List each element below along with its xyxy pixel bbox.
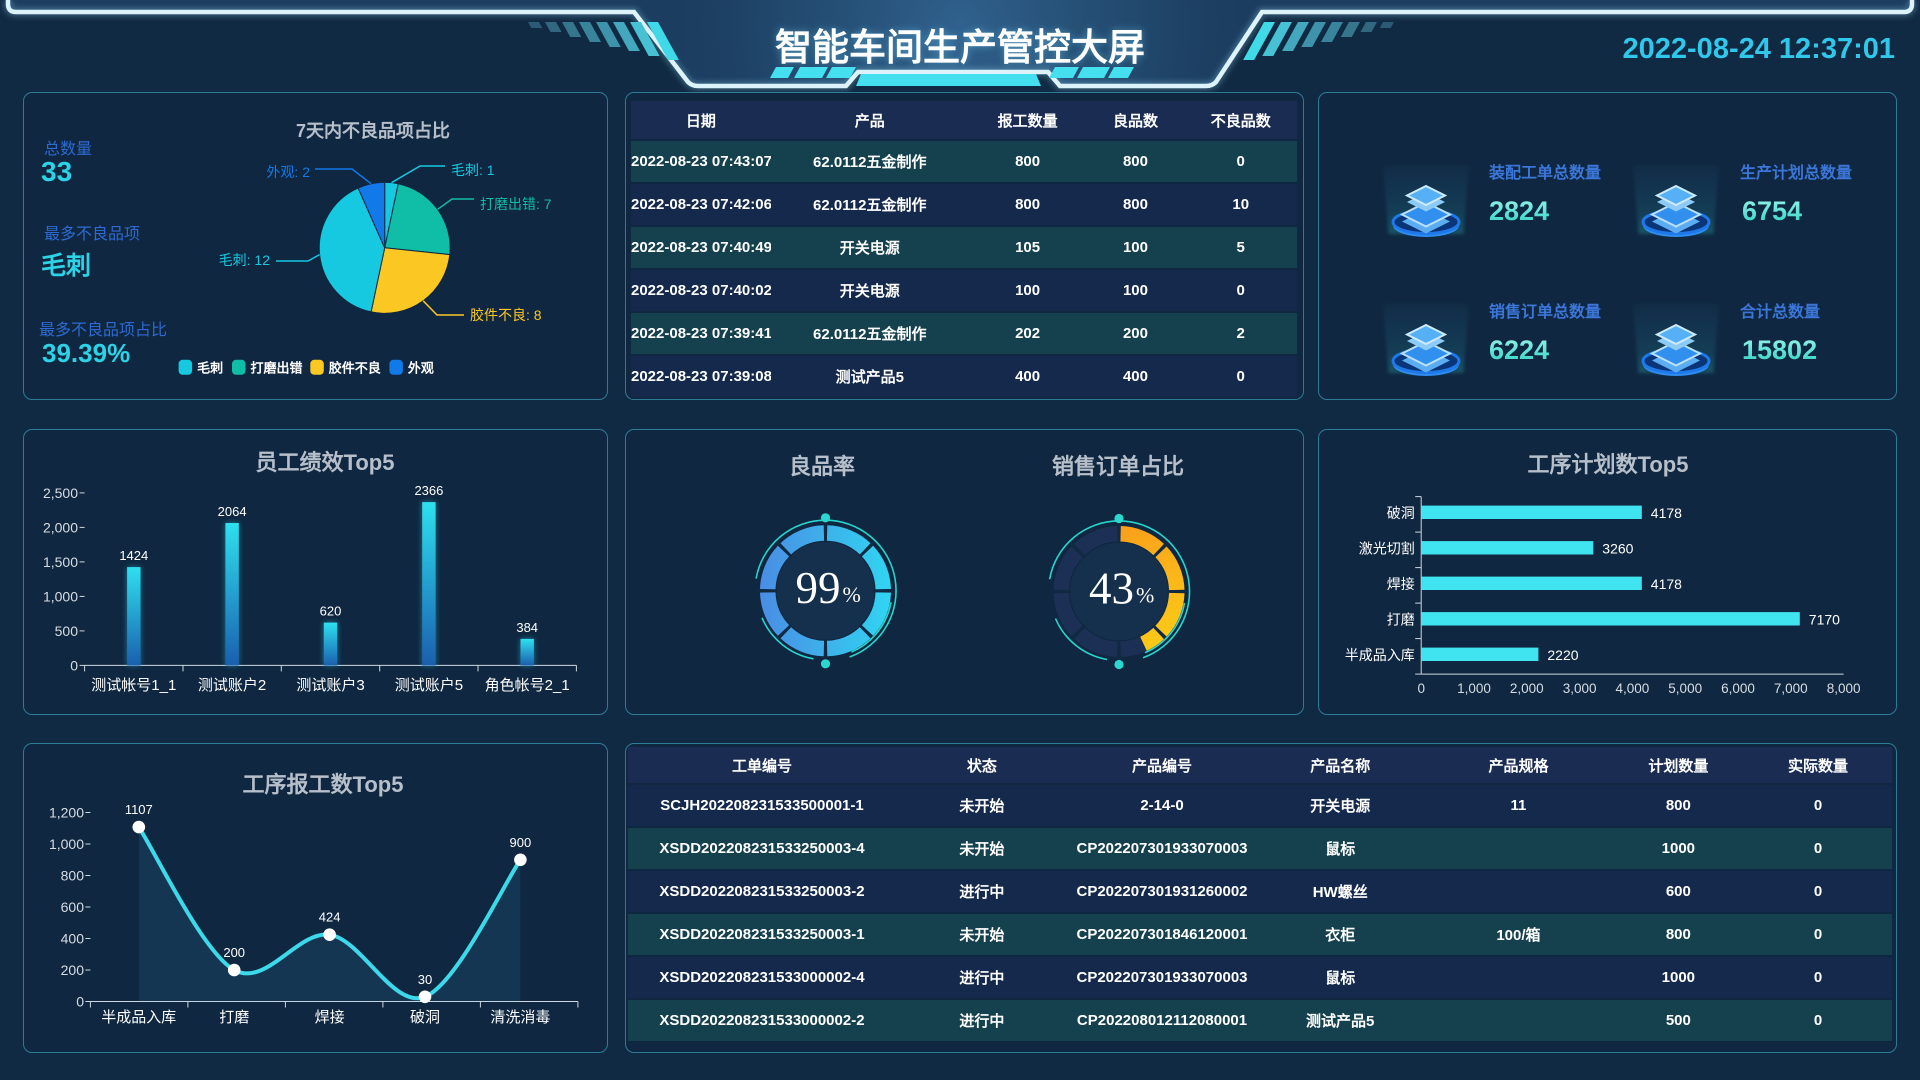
svg-text:装配工单总数量: 装配工单总数量 — [1488, 163, 1601, 182]
svg-text:4178: 4178 — [1651, 505, 1682, 521]
svg-text:半成品入库: 半成品入库 — [101, 1009, 176, 1026]
svg-text:测试账户3: 测试账户3 — [296, 677, 364, 694]
svg-text:外观: 外观 — [407, 361, 434, 376]
svg-text:500: 500 — [55, 623, 79, 639]
svg-text:打磨出错: 打磨出错 — [251, 361, 303, 376]
svg-text:打磨: 打磨 — [1387, 611, 1415, 627]
svg-text:胶件不良: 8: 胶件不良: 8 — [470, 307, 542, 323]
svg-text:清洗消毒: 清洗消毒 — [490, 1009, 550, 1026]
svg-text:3,000: 3,000 — [1563, 681, 1597, 696]
svg-text:2,000: 2,000 — [43, 519, 78, 535]
svg-text:30: 30 — [418, 972, 432, 987]
svg-text:破洞: 破洞 — [1387, 505, 1415, 521]
svg-text:毛刺: 1: 毛刺: 1 — [451, 162, 495, 178]
svg-text:测试帐号1_1: 测试帐号1_1 — [91, 677, 176, 694]
svg-text:1,000: 1,000 — [1457, 681, 1491, 696]
svg-text:6754: 6754 — [1742, 196, 1802, 226]
svg-text:0: 0 — [70, 657, 78, 673]
svg-text:15802: 15802 — [1742, 335, 1817, 365]
svg-text:胶件不良: 胶件不良 — [329, 361, 381, 376]
svg-text:200: 200 — [223, 945, 245, 960]
svg-text:销售订单总数量: 销售订单总数量 — [1489, 302, 1601, 321]
svg-text:200: 200 — [61, 962, 85, 978]
svg-text:测试账户5: 测试账户5 — [395, 677, 463, 694]
svg-text:600: 600 — [61, 899, 85, 915]
svg-text:2064: 2064 — [218, 504, 247, 519]
svg-text:900: 900 — [510, 835, 532, 850]
svg-text:1,000: 1,000 — [43, 588, 78, 604]
svg-text:99: 99 — [796, 563, 841, 613]
svg-text:焊接: 焊接 — [315, 1009, 345, 1026]
svg-text:合计总数量: 合计总数量 — [1740, 302, 1820, 321]
svg-text:4,000: 4,000 — [1616, 681, 1650, 696]
svg-text:6,000: 6,000 — [1721, 681, 1755, 696]
svg-text:半成品入库: 半成品入库 — [1345, 647, 1415, 663]
svg-text:1424: 1424 — [119, 548, 148, 563]
svg-text:7,000: 7,000 — [1774, 681, 1808, 696]
svg-text:%: % — [1136, 583, 1154, 608]
svg-text:3260: 3260 — [1602, 540, 1633, 556]
svg-text:2824: 2824 — [1489, 196, 1549, 226]
svg-text:424: 424 — [319, 910, 341, 925]
svg-text:生产计划总数量: 生产计划总数量 — [1740, 163, 1852, 182]
svg-text:测试账户2: 测试账户2 — [198, 677, 266, 694]
svg-text:8,000: 8,000 — [1827, 681, 1861, 696]
svg-text:打磨出错: 7: 打磨出错: 7 — [480, 196, 552, 212]
svg-text:0: 0 — [76, 994, 84, 1010]
svg-text:6224: 6224 — [1489, 335, 1549, 365]
svg-text:焊接: 焊接 — [1387, 576, 1415, 592]
svg-text:5,000: 5,000 — [1668, 681, 1702, 696]
svg-text:毛刺: 毛刺 — [197, 361, 223, 376]
svg-text:角色帐号2_1: 角色帐号2_1 — [485, 677, 570, 694]
svg-text:1,200: 1,200 — [49, 805, 84, 821]
svg-text:2,500: 2,500 — [43, 485, 78, 501]
svg-text:1107: 1107 — [125, 802, 153, 817]
svg-text:打磨: 打磨 — [219, 1009, 249, 1026]
svg-text:2366: 2366 — [414, 483, 443, 498]
svg-text:2,000: 2,000 — [1510, 681, 1544, 696]
svg-text:1,000: 1,000 — [49, 836, 84, 852]
svg-text:%: % — [843, 582, 861, 607]
svg-text:43: 43 — [1089, 564, 1134, 614]
svg-text:7170: 7170 — [1809, 611, 1840, 627]
svg-text:384: 384 — [516, 620, 538, 635]
svg-text:毛刺: 12: 毛刺: 12 — [219, 252, 271, 268]
svg-text:0: 0 — [1417, 681, 1425, 696]
svg-text:400: 400 — [61, 931, 85, 947]
svg-text:620: 620 — [320, 604, 342, 619]
svg-text:800: 800 — [61, 868, 85, 884]
svg-text:外观: 2: 外观: 2 — [266, 164, 310, 180]
svg-text:2220: 2220 — [1547, 647, 1578, 663]
svg-text:1,500: 1,500 — [43, 554, 78, 570]
svg-text:4178: 4178 — [1651, 576, 1682, 592]
svg-text:激光切割: 激光切割 — [1359, 540, 1415, 556]
svg-text:破洞: 破洞 — [410, 1009, 440, 1026]
